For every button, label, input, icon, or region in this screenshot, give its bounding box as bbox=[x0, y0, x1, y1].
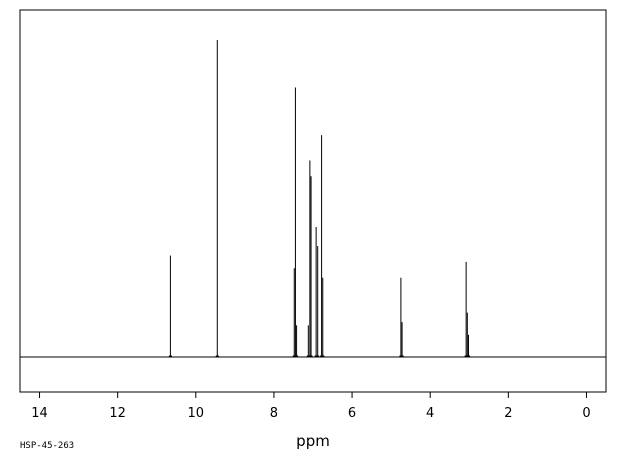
x-tick-label-12: 12 bbox=[109, 406, 126, 421]
x-tick-label-0: 0 bbox=[582, 406, 590, 421]
x-tick-label-6: 6 bbox=[348, 406, 356, 421]
x-axis-ticks bbox=[39, 392, 587, 398]
x-tick-label-2: 2 bbox=[504, 406, 512, 421]
plot-frame bbox=[19, 9, 607, 393]
x-tick-label-4: 4 bbox=[426, 406, 434, 421]
x-axis-label: ppm bbox=[296, 432, 330, 450]
x-tick-label-10: 10 bbox=[188, 406, 205, 421]
x-tick-label-8: 8 bbox=[270, 406, 278, 421]
spectrum-id-label: HSP-45-263 bbox=[20, 441, 74, 451]
x-tick-label-14: 14 bbox=[31, 406, 48, 421]
spectrum-peaks bbox=[168, 40, 470, 357]
x-axis-tick-labels: 14 12 10 8 6 4 2 0 bbox=[31, 406, 590, 421]
